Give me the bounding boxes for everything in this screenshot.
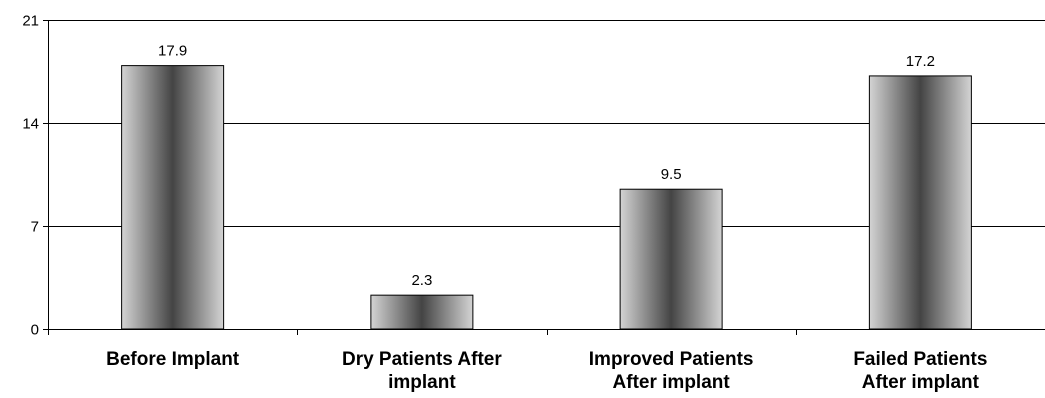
bar [370, 294, 474, 330]
bar [619, 188, 723, 330]
data-label: 17.2 [906, 53, 935, 70]
bar [868, 75, 972, 330]
category-label: Improved Patients [589, 349, 754, 370]
y-tick-label: 14 [22, 116, 39, 133]
category-label: After implant [613, 372, 731, 393]
data-label: 2.3 [411, 272, 432, 289]
labels: 0 7 14 21 17.9 Before Implant 2.3 Dry Patients … [22, 13, 987, 394]
category-label: Failed Patients [853, 349, 987, 370]
bars [121, 65, 972, 330]
axes [43, 20, 1045, 335]
bar [121, 65, 225, 330]
category-label: After implant [862, 372, 980, 393]
y-tick-label: 7 [31, 219, 39, 236]
y-tick-label: 0 [31, 322, 39, 339]
category-label: implant [388, 372, 456, 393]
y-tick-label: 21 [22, 13, 39, 30]
data-label: 9.5 [661, 166, 682, 183]
category-label: Before Implant [106, 349, 240, 370]
data-label: 17.9 [158, 43, 187, 60]
category-label: Dry Patients After [342, 349, 502, 370]
